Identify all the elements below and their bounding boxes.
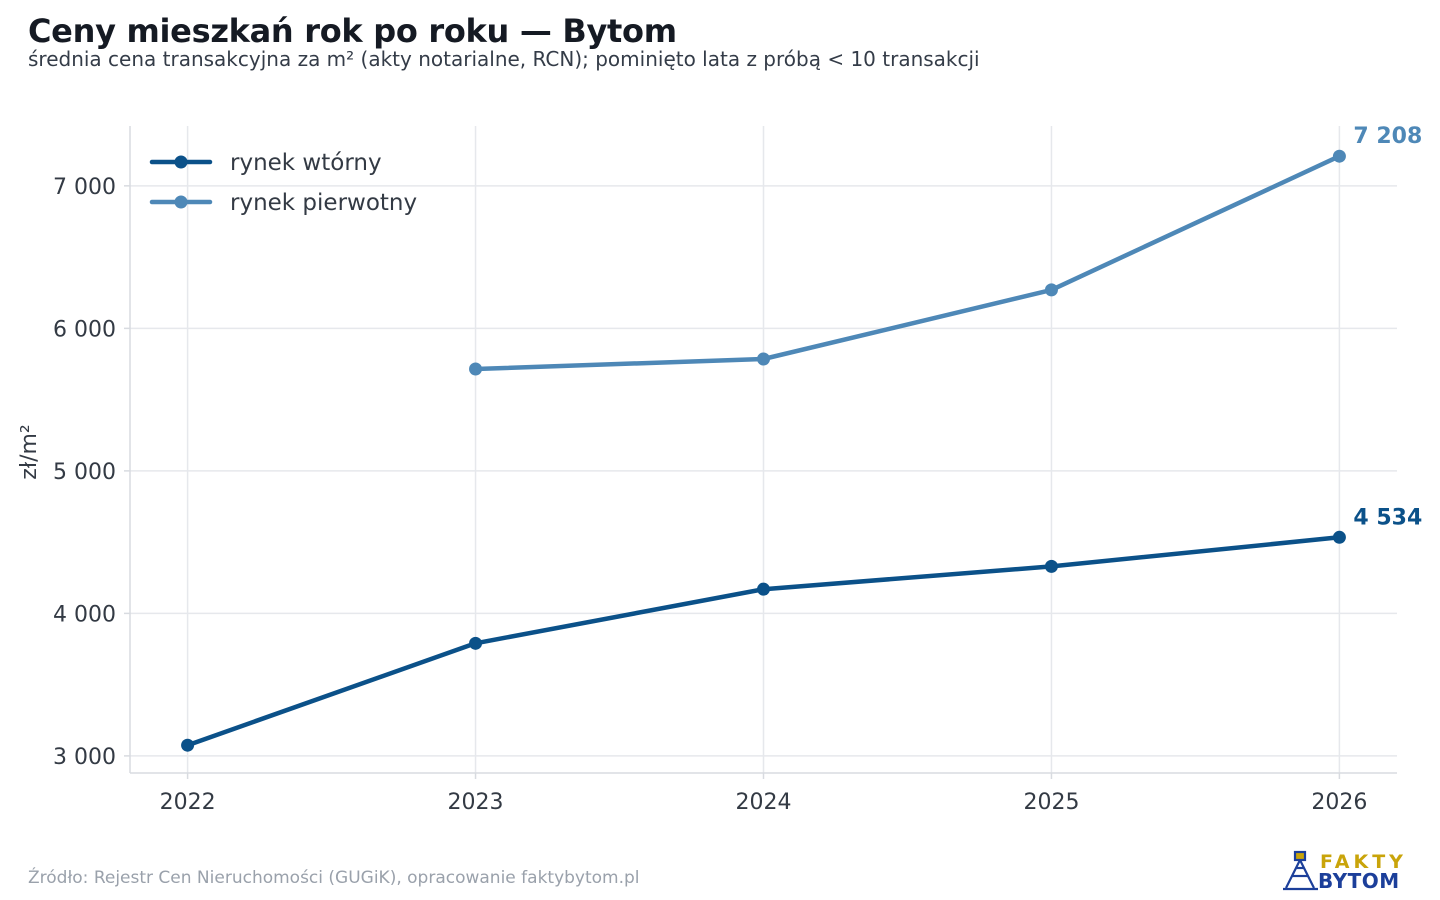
series-line-1	[473, 153, 1342, 372]
data-point	[1332, 530, 1346, 544]
data-point	[1044, 283, 1058, 297]
y-tick-label: 4 000	[53, 602, 116, 627]
data-point	[469, 362, 483, 376]
y-axis-label: zł/m²	[17, 424, 42, 479]
logo-line-2: BYTOM	[1318, 869, 1400, 892]
data-point	[1332, 149, 1346, 163]
legend-swatch-marker	[174, 195, 188, 209]
grid-lines	[130, 126, 1397, 773]
x-tick-label: 2025	[1023, 790, 1079, 815]
axes: 3 000 4 000 5 000 6 000 7 000 2022 2023 2024 202…	[53, 126, 1397, 815]
legend-label: rynek wtórny	[230, 150, 382, 176]
chart-title: Ceny mieszkań rok po roku — Bytom	[28, 12, 677, 50]
source-note: Źródło: Rejestr Cen Nieruchomości (GUGiK…	[28, 868, 640, 888]
x-tick-label: 2024	[736, 790, 792, 815]
series-group: 4 534 7 208	[181, 124, 1422, 752]
faktybytom-logo: FAKTY BYTOM	[1283, 850, 1407, 892]
data-point	[757, 352, 770, 366]
legend: rynek wtórny rynek pierwotny	[149, 150, 417, 216]
legend-label: rynek pierwotny	[230, 190, 417, 216]
y-tick-label: 5 000	[53, 460, 116, 485]
logo-mine-tower-icon	[1283, 850, 1318, 891]
x-tick-label: 2026	[1311, 790, 1367, 815]
x-tick-label: 2022	[160, 790, 216, 815]
chart-subtitle: średnia cena transakcyjna za m² (akty no…	[28, 47, 980, 71]
y-tick-label: 3 000	[53, 745, 116, 770]
data-point	[469, 636, 483, 650]
legend-swatch-marker	[174, 155, 188, 169]
logo-line-1: FAKTY	[1320, 851, 1407, 873]
end-value-label: 4 534	[1353, 505, 1422, 530]
data-point	[1044, 559, 1058, 573]
data-point	[757, 582, 770, 596]
y-tick-label: 6 000	[53, 317, 116, 342]
x-tick-label: 2023	[448, 790, 504, 815]
y-tick-label: 7 000	[53, 175, 116, 200]
end-value-label: 7 208	[1353, 124, 1422, 149]
data-point	[181, 738, 195, 752]
